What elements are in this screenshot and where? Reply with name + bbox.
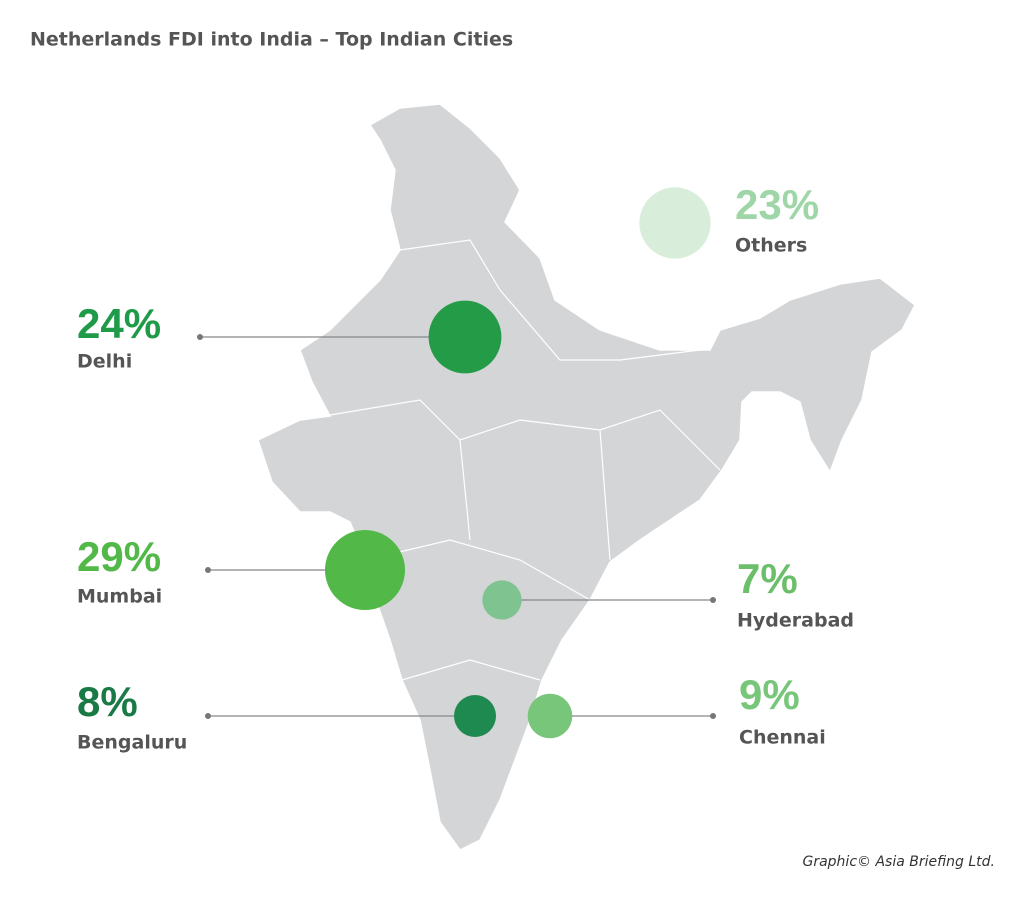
leader-dot bbox=[710, 597, 716, 603]
leader-dot bbox=[710, 713, 716, 719]
value-label: 9% bbox=[739, 671, 800, 718]
leader-dot bbox=[205, 567, 211, 573]
bubble bbox=[428, 300, 502, 374]
city-label: Delhi bbox=[77, 351, 132, 373]
bubble bbox=[482, 580, 522, 620]
value-label: 23% bbox=[735, 181, 819, 228]
city-label: Hyderabad bbox=[737, 610, 854, 632]
value-label: 29% bbox=[77, 533, 161, 580]
bubble bbox=[324, 529, 406, 611]
city-label: Bengaluru bbox=[77, 732, 187, 754]
bubble bbox=[453, 694, 497, 738]
bubble bbox=[527, 693, 573, 739]
city-label: Others bbox=[735, 235, 807, 257]
credit: Graphic© Asia Briefing Ltd. bbox=[802, 854, 995, 870]
city-label: Mumbai bbox=[77, 586, 162, 608]
leader-dot bbox=[197, 334, 203, 340]
city-label: Chennai bbox=[739, 727, 826, 749]
india-map bbox=[257, 103, 916, 851]
value-label: 8% bbox=[77, 678, 138, 725]
state-borders bbox=[329, 239, 721, 681]
bubble bbox=[639, 187, 711, 259]
leader-dot bbox=[205, 713, 211, 719]
value-label: 24% bbox=[77, 300, 161, 347]
value-label: 7% bbox=[737, 555, 798, 602]
title: Netherlands FDI into India – Top Indian … bbox=[30, 29, 513, 51]
